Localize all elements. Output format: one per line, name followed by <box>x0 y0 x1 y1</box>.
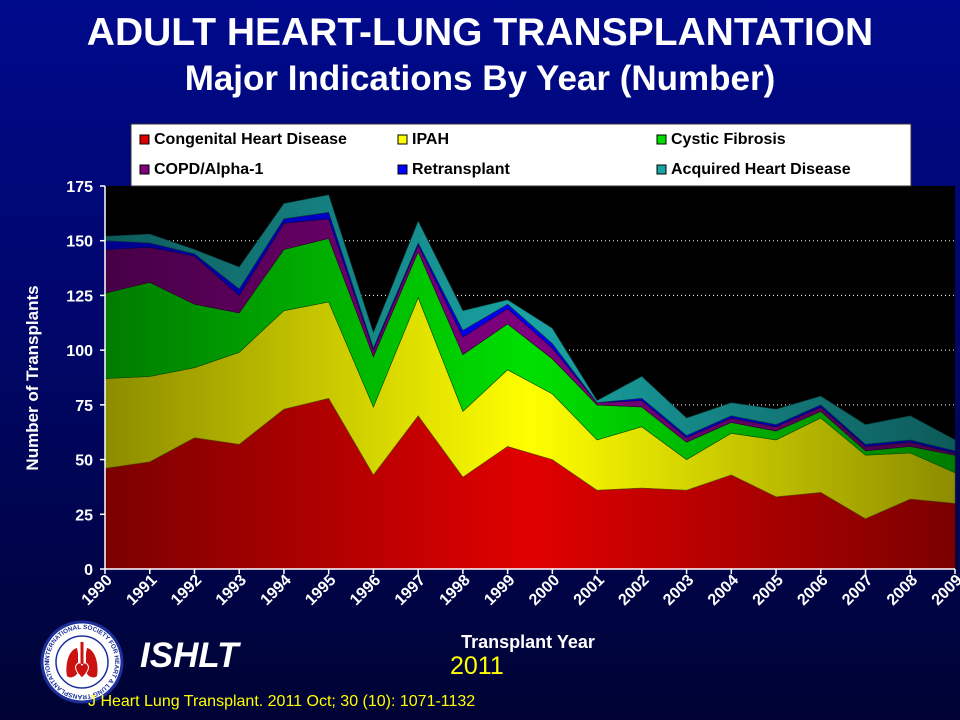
x-tick-label: 2008 <box>884 572 921 609</box>
area-acquired-heart-disease <box>104 194 956 452</box>
legend: Congenital Heart Disease IPAH Cystic Fibro… <box>130 123 912 187</box>
x-tick-label: 2004 <box>705 572 742 609</box>
y-tick-label: 175 <box>66 179 93 196</box>
y-tick-label: 150 <box>66 234 93 251</box>
org-name: ISHLT <box>140 636 239 675</box>
x-tick-label: 1994 <box>258 572 295 609</box>
legend-swatch <box>656 164 667 175</box>
y-tick-label: 0 <box>84 562 93 579</box>
slide-subtitle: Major Indications By Year (Number) <box>184 59 776 98</box>
legend-label: Cystic Fibrosis <box>671 131 786 148</box>
ishlt-logo: INTERNATIONAL SOCIETY FOR HEART & LUNG T… <box>40 620 124 704</box>
report-year: 2011 <box>450 652 504 680</box>
legend-box <box>130 123 912 187</box>
citation: J Heart Lung Transplant. 2011 Oct; 30 (1… <box>88 693 476 710</box>
x-tick-label: 2001 <box>571 572 608 609</box>
area-series <box>104 194 956 570</box>
x-tick-label: 1992 <box>168 572 205 609</box>
y-axis-title: Number of Transplants <box>23 285 42 470</box>
x-tick-label: 2003 <box>660 572 697 609</box>
x-tick-label: 1995 <box>302 572 339 609</box>
legend-swatch <box>397 134 408 145</box>
y-tick-label: 100 <box>66 343 93 360</box>
y-tick-label: 50 <box>75 453 93 470</box>
legend-swatch <box>397 164 408 175</box>
x-tick-label: 2000 <box>526 572 563 609</box>
x-tick-label: 1993 <box>213 572 250 609</box>
x-tick-label: 1999 <box>481 572 518 609</box>
heart-icon <box>75 662 89 679</box>
x-tick-label: 2006 <box>794 572 831 609</box>
title-block: ADULT HEART-LUNG TRANSPLANTATION Major I… <box>0 10 960 102</box>
y-tick-label: 25 <box>75 507 93 524</box>
x-tick-label: 1996 <box>347 572 384 609</box>
x-tick-label: 2009 <box>929 572 960 609</box>
legend-label: IPAH <box>412 131 449 148</box>
slide-title: ADULT HEART-LUNG TRANSPLANTATION <box>86 11 874 54</box>
legend-label: Acquired Heart Disease <box>671 161 851 178</box>
x-tick-label: 2007 <box>839 572 876 609</box>
x-tick-label: 2005 <box>750 572 787 609</box>
x-axis-title: Transplant Year <box>461 632 595 652</box>
x-tick-label: 1998 <box>437 572 474 609</box>
legend-swatch <box>139 134 150 145</box>
legend-swatch <box>139 164 150 175</box>
y-tick-label: 125 <box>66 288 93 305</box>
y-tick-label: 75 <box>75 398 93 415</box>
legend-label: Congenital Heart Disease <box>154 131 347 148</box>
x-tick-label: 2002 <box>615 572 652 609</box>
x-tick-label: 1991 <box>123 572 160 609</box>
legend-label: Retransplant <box>412 161 510 178</box>
legend-label: COPD/Alpha-1 <box>154 161 263 178</box>
x-tick-label: 1997 <box>392 572 429 609</box>
legend-swatch <box>656 134 667 145</box>
lungs-icon <box>66 648 98 678</box>
